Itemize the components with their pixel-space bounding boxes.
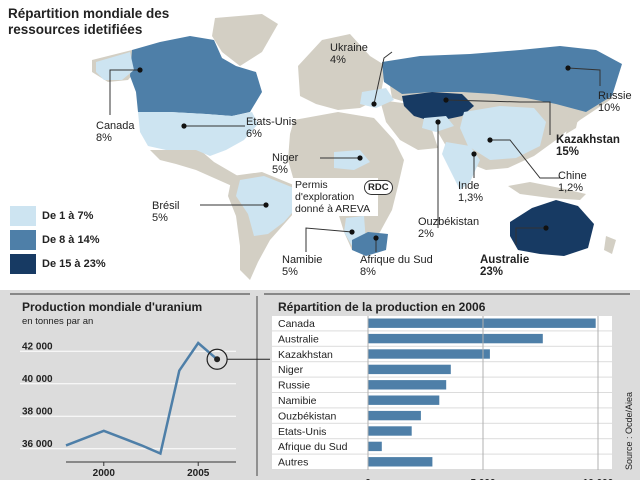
label-ouzbekistan: Ouzbékistan 2%: [418, 216, 480, 240]
legend-label: De 8 à 14%: [42, 234, 100, 246]
europe-land: [298, 34, 386, 110]
country-dot: [181, 123, 187, 129]
country-dot: [263, 202, 269, 208]
country-dot: [471, 151, 477, 157]
line-ytick-label: 38 000: [22, 406, 53, 417]
bar-xtick-label: 10 000: [583, 478, 614, 480]
china-region: [460, 106, 546, 160]
bar: [368, 349, 490, 359]
bar: [368, 426, 412, 436]
label-bresil: Brésil 5%: [152, 200, 180, 224]
bar: [368, 410, 421, 421]
bar: [368, 395, 440, 405]
mexico-land: [150, 150, 238, 186]
legend-label: De 15 à 23%: [42, 258, 106, 270]
indonesia-land: [508, 182, 586, 200]
production-subtitle: en tonnes par an: [22, 316, 94, 327]
label-canada: Canada 8%: [96, 120, 135, 144]
australia-region: [510, 200, 594, 256]
label-niger: Niger 5%: [272, 152, 299, 176]
line-ytick-label: 42 000: [22, 341, 53, 352]
alaska-region: [96, 52, 134, 80]
highlight-dot: [214, 356, 221, 363]
bar-category-label: Ouzbékistan: [278, 410, 337, 422]
new-zealand-land: [604, 236, 616, 254]
bar-xtick-label: 0: [365, 478, 371, 480]
legend-label: De 1 à 7%: [42, 210, 94, 222]
middle-east-land: [380, 100, 438, 150]
country-dot: [565, 65, 571, 71]
label-chine: Chine 1,2%: [558, 170, 587, 194]
bar-category-label: Afrique du Sud: [278, 441, 348, 453]
country-dot: [435, 119, 441, 125]
label-afrique-du-sud: Afrique du Sud 8%: [360, 254, 433, 278]
india-region: [442, 142, 480, 190]
legend-swatch: [10, 230, 36, 250]
bar: [368, 364, 451, 375]
line-ytick-label: 40 000: [22, 374, 53, 385]
country-dot: [487, 137, 493, 143]
country-dot: [137, 67, 143, 73]
south-africa-region: [352, 232, 388, 256]
country-dot: [543, 225, 549, 231]
label-kazakhstan: Kazakhstan 15%: [556, 134, 620, 158]
line-xtick-label: 2005: [187, 468, 210, 479]
country-dot: [357, 155, 363, 161]
world-map: [92, 14, 622, 280]
country-dot: [371, 101, 377, 107]
bar-category-label: Kazakhstan: [278, 349, 333, 361]
country-dot: [373, 235, 379, 241]
russia-region: [382, 46, 622, 112]
japan-land: [566, 108, 580, 134]
production-title: Production mondiale d'uranium: [22, 300, 203, 314]
line-ytick-label: 36 000: [22, 439, 53, 450]
line-xtick-label: 2000: [93, 468, 116, 479]
bar-category-label: Russie: [278, 380, 310, 392]
bar-row-bg: [272, 454, 612, 469]
bar: [368, 457, 433, 467]
bar-xtick-label: 5 000: [470, 478, 495, 480]
country-dot: [349, 229, 355, 235]
ukraine-region: [360, 88, 394, 108]
bar: [368, 333, 543, 344]
bar: [368, 441, 382, 452]
legend-swatch: [10, 206, 36, 226]
kazakhstan-region: [402, 92, 474, 122]
bar-row-bg: [272, 423, 612, 439]
bar-category-label: Australie: [278, 333, 319, 345]
label-ukraine: Ukraine 4%: [330, 42, 368, 66]
bar: [368, 380, 447, 390]
source-note: Source : Ocde/Aiea: [624, 391, 634, 470]
label-usa: Etats-Unis 6%: [246, 116, 297, 140]
bar-category-label: Autres: [278, 457, 308, 469]
canada-region: [130, 36, 262, 116]
usa-region: [138, 112, 258, 156]
legend-swatch: [10, 254, 36, 274]
charts-panel: Production mondiale d'uranium en tonnes …: [0, 290, 640, 480]
repartition-title: Répartition de la production en 2006: [278, 300, 486, 314]
bar-row-bg: [272, 408, 612, 423]
bar-category-label: Niger: [278, 364, 304, 376]
areva-note: Permis d'exploration donné à AREVA: [292, 178, 378, 216]
label-australie: Australie 23%: [480, 254, 530, 278]
label-namibie: Namibie 5%: [282, 254, 323, 278]
production-line: [65, 341, 218, 456]
map-title: Répartition mondiale des ressources idet…: [8, 6, 170, 37]
label-russia: Russie 10%: [598, 90, 632, 114]
charts-svg: 36 000 38 000 40 000 42 000 2000 2005 Canada A…: [10, 293, 630, 480]
bar-category-label: Canada: [278, 318, 315, 330]
bar-row-bg: [272, 439, 612, 454]
bar-category-label: Etats-Unis: [278, 426, 326, 438]
country-dot: [443, 97, 449, 103]
map-panel: Répartition mondiale des ressources idet…: [8, 6, 632, 280]
greenland-land: [212, 14, 278, 66]
rdc-badge: RDC: [364, 180, 393, 195]
niger-region: [334, 150, 370, 170]
label-inde: Inde 1,3%: [458, 180, 484, 204]
bar-category-label: Namibie: [278, 395, 317, 407]
bar: [368, 318, 596, 328]
bar-row-bg: [272, 393, 612, 408]
